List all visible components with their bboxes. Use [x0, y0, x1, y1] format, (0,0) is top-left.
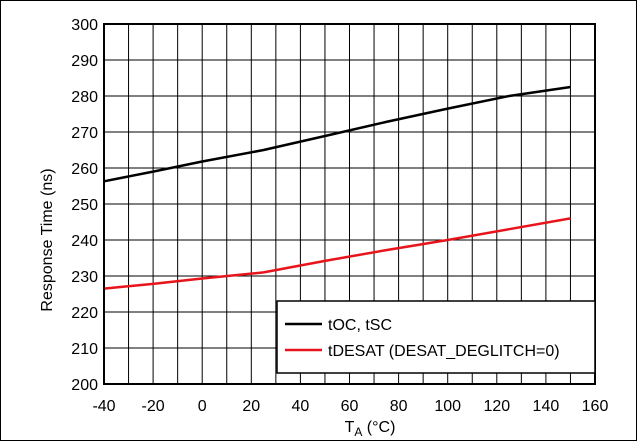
- x-tick-label: -20: [142, 398, 165, 415]
- y-tick-label: 280: [71, 89, 98, 106]
- legend-label-series-1: tOC, tSC: [328, 317, 392, 334]
- y-tick-labels: 200 210 220 230 240 250 260 270 280 290 300: [71, 17, 98, 394]
- y-tick-label: 270: [71, 125, 98, 142]
- legend-box: [276, 300, 596, 374]
- plot-area-border: [103, 23, 596, 385]
- y-tick-label: 250: [71, 197, 98, 214]
- y-tick-label: 290: [71, 53, 98, 70]
- legend: tOC, tSC tDESAT (DESAT_DEGLITCH=0): [276, 300, 596, 374]
- x-tick-label: 100: [434, 398, 461, 415]
- y-tick-label: 220: [71, 305, 98, 322]
- series-line-1: [103, 85, 571, 183]
- x-tick-label: -40: [92, 398, 115, 415]
- x-tick-label: 40: [292, 398, 310, 415]
- y-axis-label: Response Time (ns): [39, 168, 56, 311]
- x-axis-label-symbol: T: [345, 419, 355, 436]
- y-tick-label: 230: [71, 269, 98, 286]
- legend-label-series-2: tDESAT (DESAT_DEGLITCH=0): [328, 343, 560, 360]
- y-tick-label: 300: [71, 17, 98, 34]
- x-tick-label: 60: [341, 398, 359, 415]
- series-line-2: [103, 217, 571, 290]
- x-tick-label: 80: [390, 398, 408, 415]
- series-layer: [103, 85, 571, 290]
- x-tick-labels: -40 -20 0 20 40 60 80 100 120 140 160: [92, 398, 608, 415]
- x-axis-label-subscript: A: [354, 425, 362, 439]
- y-tick-label: 240: [71, 233, 98, 250]
- x-axis-label: TA (°C): [345, 419, 396, 439]
- x-tick-label: 0: [198, 398, 207, 415]
- y-tick-label: 260: [71, 161, 98, 178]
- x-tick-label: 120: [483, 398, 510, 415]
- y-tick-label: 200: [71, 377, 98, 394]
- x-tick-label: 20: [242, 398, 260, 415]
- x-axis-label-unit: (°C): [362, 419, 395, 436]
- x-tick-label: 160: [582, 398, 609, 415]
- y-tick-label: 210: [71, 341, 98, 358]
- x-tick-label: 140: [533, 398, 560, 415]
